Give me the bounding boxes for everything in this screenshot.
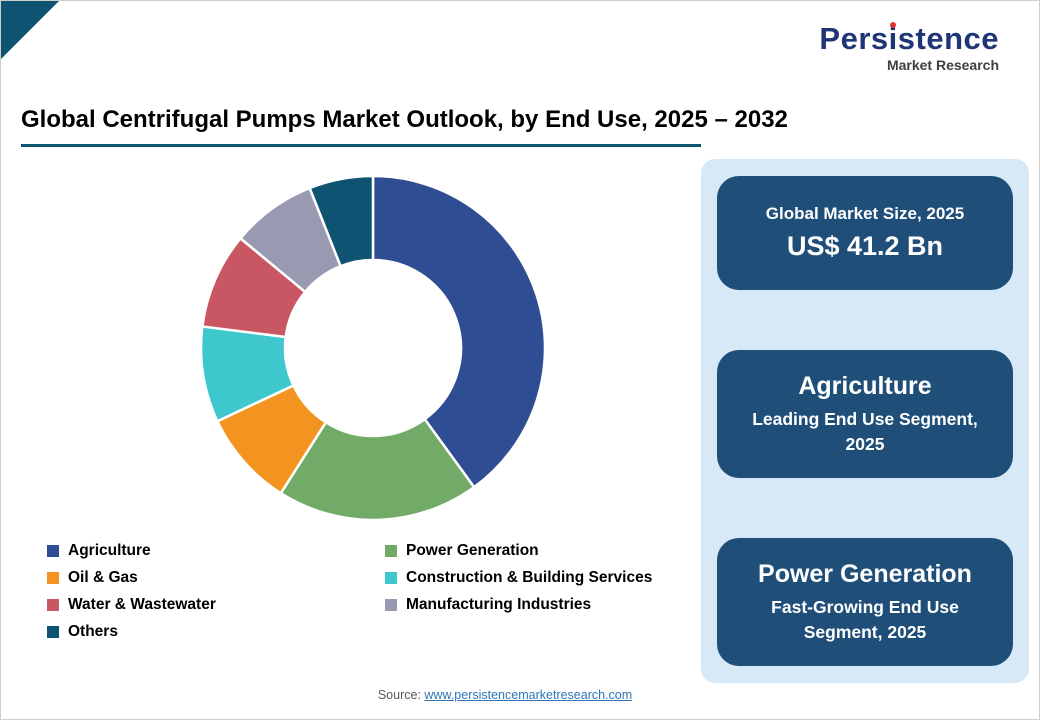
legend-label: Agriculture [68,542,151,559]
fast-growing-segment-name: Power Generation [758,560,972,588]
donut-chart [113,88,633,608]
corner-accent-triangle [1,1,59,59]
legend-item-water-wastewater: Water & Wastewater [47,596,385,614]
leading-segment-caption: Leading End Use Segment, 2025 [752,409,978,454]
leading-segment-name: Agriculture [798,372,932,400]
legend-color-swatch [47,626,59,638]
legend-color-swatch [47,599,59,611]
legend-item-construction-building-services: Construction & Building Services [385,569,652,587]
chart-legend: Agriculture Power Generation Oil & Gas Cons… [47,542,652,641]
legend-label: Others [68,623,118,640]
legend-color-swatch [47,545,59,557]
legend-label: Oil & Gas [68,569,138,586]
legend-color-swatch [47,572,59,584]
title-underline [21,144,701,147]
source-line: Source: www.persistencemarketresearch.co… [1,688,1009,702]
legend-item-agriculture: Agriculture [47,542,385,560]
legend-label: Construction & Building Services [406,569,653,586]
page-title: Global Centrifugal Pumps Market Outlook,… [21,106,788,133]
legend-color-swatch [385,599,397,611]
donut-segment-others [308,174,375,268]
donut-chart-svg [199,174,547,522]
brand-text: stence [897,21,999,56]
legend-color-swatch [385,545,397,557]
donut-segment-agriculture [371,174,547,489]
source-label: Source: [377,688,421,702]
legend-label: Water & Wastewater [68,596,216,613]
legend-label: Power Generation [406,542,539,559]
legend-label: Manufacturing Industries [406,596,592,613]
brand-text: Pers [819,21,889,56]
source-link[interactable]: www.persistencemarketresearch.com [424,688,633,702]
market-size-card: Global Market Size, 2025 US$ 41.2 Bn [717,176,1013,290]
market-size-label: Global Market Size, 2025 [765,204,965,223]
donut-segment-power-generation [279,417,476,522]
leading-segment-card: Agriculture Leading End Use Segment, 202… [717,350,1013,478]
legend-color-swatch [385,572,397,584]
fast-growing-segment-caption: Fast-Growing End Use Segment, 2025 [771,597,959,642]
brand-subtitle: Market Research [886,57,999,73]
market-size-value: US$ 41.2 Bn [786,231,944,261]
legend-item-others: Others [47,623,385,641]
brand-i-red-dot: i [888,21,898,56]
brand-wordmark: Persistence [819,23,999,54]
legend-item-oil-gas: Oil & Gas [47,569,385,587]
legend-item-manufacturing-industries: Manufacturing Industries [385,596,652,614]
brand-logo: Persistence Market Research [819,23,999,72]
legend-item-power-generation: Power Generation [385,542,652,560]
highlights-panel: Global Market Size, 2025 US$ 41.2 Bn Agr… [701,159,1029,683]
fast-growing-segment-card: Power Generation Fast-Growing End Use Se… [717,538,1013,666]
